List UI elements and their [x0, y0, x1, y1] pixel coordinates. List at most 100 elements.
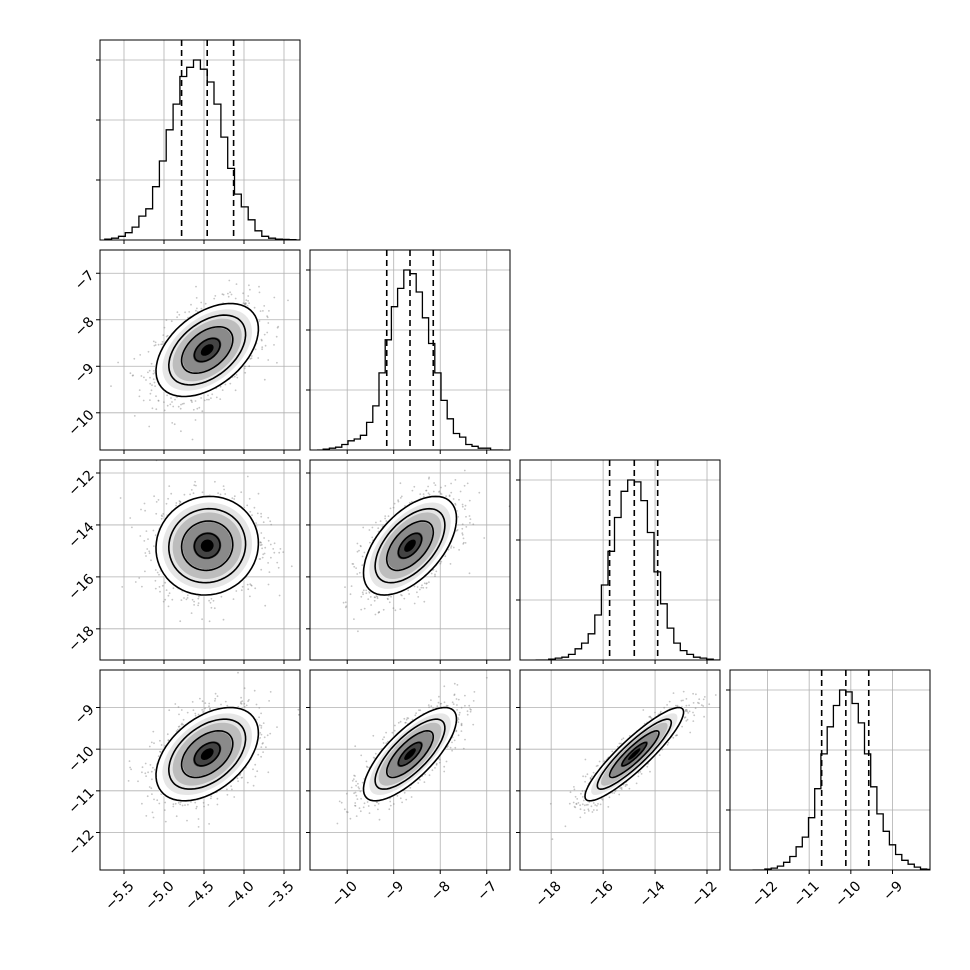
scatter-point: [228, 279, 231, 282]
scatter-point: [258, 716, 260, 719]
scatter-point: [154, 569, 157, 571]
scatter-point: [198, 595, 200, 598]
scatter-point: [147, 371, 149, 374]
scatter-point: [227, 292, 229, 295]
scatter-point: [355, 567, 357, 569]
scatter-point: [423, 495, 425, 498]
scatter-point: [262, 310, 264, 312]
scatter-point: [399, 482, 402, 485]
scatter-point: [143, 376, 145, 379]
scatter-point: [235, 283, 238, 285]
scatter-point: [290, 565, 293, 568]
scatter-point: [147, 771, 150, 774]
scatter-point: [155, 512, 158, 515]
scatter-point: [358, 549, 360, 552]
scatter-point: [214, 295, 217, 297]
scatter-point: [138, 577, 141, 579]
scatter-point: [270, 556, 272, 559]
scatter-point: [350, 585, 353, 587]
scatter-point: [230, 293, 233, 296]
scatter-point: [197, 826, 200, 828]
scatter-point: [157, 343, 160, 346]
panel-frame: [309, 459, 511, 661]
contour-line: [155, 495, 260, 596]
scatter-point: [178, 500, 181, 502]
scatter-point: [278, 594, 281, 597]
scatter-point: [184, 804, 186, 806]
scatter-point: [361, 555, 364, 558]
scatter-point: [145, 775, 148, 777]
scatter-point: [129, 372, 132, 375]
scatter-point: [178, 313, 181, 316]
scatter-point: [219, 385, 222, 388]
scatter-point: [210, 397, 212, 399]
scatter-point: [276, 561, 279, 564]
scatter-point: [277, 325, 280, 328]
scatter-point: [243, 303, 246, 306]
scatter-point: [229, 382, 232, 385]
scatter-point: [264, 546, 267, 549]
scatter-point: [148, 425, 151, 428]
scatter-point: [268, 571, 271, 573]
scatter-point: [221, 293, 224, 296]
scatter-point: [461, 523, 464, 526]
scatter-point: [432, 490, 435, 493]
scatter-point: [233, 498, 236, 500]
scatter-point: [267, 359, 270, 361]
contour-line: [167, 507, 247, 584]
scatter-point: [262, 553, 265, 556]
scatter-point: [257, 357, 260, 359]
scatter-point: [146, 795, 149, 798]
scatter-point: [270, 523, 273, 526]
scatter-point: [365, 589, 368, 592]
scatter-point: [196, 307, 198, 310]
scatter-point: [160, 514, 163, 517]
scatter-point: [428, 477, 430, 480]
scatter-point: [240, 491, 243, 494]
scatter-point: [197, 713, 200, 716]
scatter-point: [177, 801, 180, 804]
scatter-point: [461, 527, 464, 530]
scatter-point: [356, 573, 359, 575]
scatter-point: [256, 770, 259, 773]
scatter-point: [257, 492, 260, 495]
scatter-point: [206, 398, 208, 401]
scatter-point: [186, 594, 189, 597]
scatter-point: [397, 499, 399, 502]
scatter-point: [145, 530, 148, 532]
scatter-point: [461, 505, 464, 508]
scatter-point: [269, 543, 272, 546]
scatter-point: [469, 518, 472, 520]
scatter-point: [462, 537, 465, 540]
scatter-point: [357, 630, 359, 633]
scatter-point: [247, 300, 250, 302]
scatter-point: [247, 700, 250, 702]
scatter-point: [133, 357, 136, 360]
scatter-point: [196, 407, 199, 410]
scatter-point: [146, 548, 149, 550]
scatter-point: [240, 589, 243, 592]
scatter-point: [182, 723, 185, 726]
scatter-point: [249, 583, 252, 585]
scatter-point: [255, 522, 257, 524]
scatter-point: [246, 781, 249, 784]
scatter-point: [392, 607, 395, 610]
scatter-point: [249, 288, 251, 291]
scatter-point: [353, 618, 355, 620]
scatter-point: [231, 497, 234, 499]
scatter-point: [194, 714, 197, 717]
scatter-point: [233, 375, 236, 378]
scatter-point: [158, 573, 160, 576]
scatter-point: [152, 816, 155, 819]
scatter-point: [148, 550, 151, 553]
density-peak: [200, 539, 214, 552]
scatter-point: [141, 802, 143, 805]
scatter-point: [170, 397, 172, 399]
scatter-point: [232, 598, 235, 600]
scatter-point: [219, 398, 222, 400]
scatter-point: [183, 493, 186, 496]
panel-1-0: [100, 250, 300, 450]
contour-line: [193, 337, 221, 363]
scatter-point: [363, 551, 366, 554]
